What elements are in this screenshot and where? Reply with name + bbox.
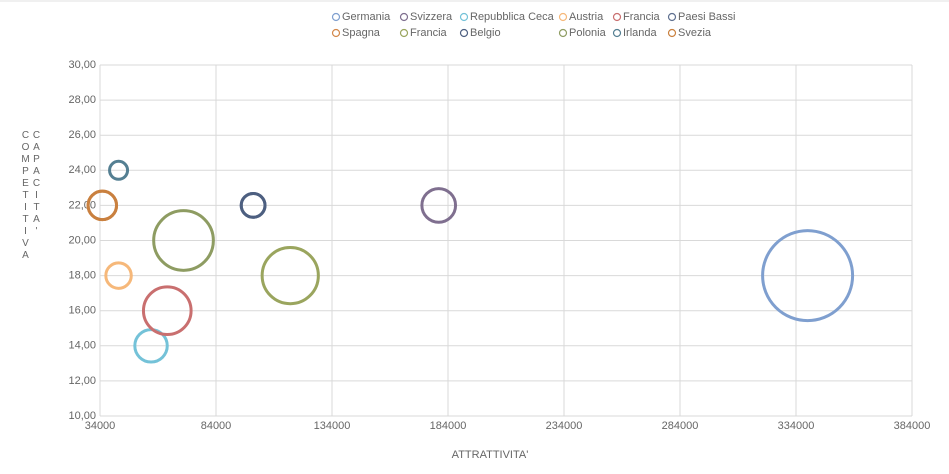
- legend-label: Germania: [342, 11, 391, 23]
- y-tick-label: 24,00: [68, 164, 96, 176]
- bubble: [260, 245, 320, 306]
- y-tick-label: 20,00: [68, 234, 96, 246]
- legend-label: Polonia: [569, 27, 607, 39]
- y-axis-label: CAPACITA' COMPETITIVA: [20, 130, 42, 262]
- bubble: [420, 187, 458, 224]
- legend-marker: [667, 12, 677, 22]
- y-tick-label: 10,00: [68, 410, 96, 422]
- bubble: [108, 159, 130, 181]
- bubble: [141, 285, 193, 337]
- legend-marker: [331, 28, 341, 38]
- legend-label: Francia: [410, 27, 448, 39]
- legend-marker: [459, 12, 469, 22]
- bubble: [761, 229, 855, 323]
- legend-label: Francia: [623, 11, 661, 23]
- y-tick-label: 26,00: [68, 129, 96, 141]
- legend-marker: [399, 12, 409, 22]
- x-tick-label: 384000: [894, 420, 931, 432]
- legend-marker: [667, 28, 677, 38]
- y-tick-label: 12,00: [68, 375, 96, 387]
- legend-marker: [612, 28, 622, 38]
- legend-marker: [558, 28, 568, 38]
- bubble: [86, 189, 119, 222]
- legend-label: Svezia: [678, 27, 712, 39]
- legend-marker: [459, 28, 469, 38]
- legend-marker: [612, 12, 622, 22]
- bubble: [104, 261, 133, 290]
- x-tick-label: 184000: [430, 420, 467, 432]
- x-tick-label: 234000: [546, 420, 583, 432]
- legend-marker: [399, 28, 409, 38]
- x-tick-label: 84000: [201, 420, 232, 432]
- x-tick-label: 334000: [778, 420, 815, 432]
- x-tick-label: 134000: [314, 420, 351, 432]
- legend-label: Paesi Bassi: [678, 11, 735, 23]
- bubble: [152, 209, 215, 272]
- legend-label: Irlanda: [623, 27, 658, 39]
- legend-label: Belgio: [470, 27, 501, 39]
- legend-marker: [331, 12, 341, 22]
- y-tick-label: 22,00: [68, 199, 96, 211]
- legend-marker: [558, 12, 568, 22]
- x-tick-label: 34000: [85, 420, 116, 432]
- legend-label: Austria: [569, 11, 604, 23]
- legend-label: Svizzera: [410, 11, 453, 23]
- legend-label: Repubblica Ceca: [470, 11, 555, 23]
- y-tick-label: 18,00: [68, 270, 96, 282]
- x-tick-label: 284000: [662, 420, 699, 432]
- y-tick-label: 16,00: [68, 305, 96, 317]
- y-tick-label: 14,00: [68, 340, 96, 352]
- bubble: [239, 191, 267, 219]
- y-tick-label: 30,00: [68, 59, 96, 71]
- y-tick-label: 28,00: [68, 94, 96, 106]
- legend-label: Spagna: [342, 27, 381, 39]
- x-axis-label: ATTRATTIVITA': [452, 449, 529, 461]
